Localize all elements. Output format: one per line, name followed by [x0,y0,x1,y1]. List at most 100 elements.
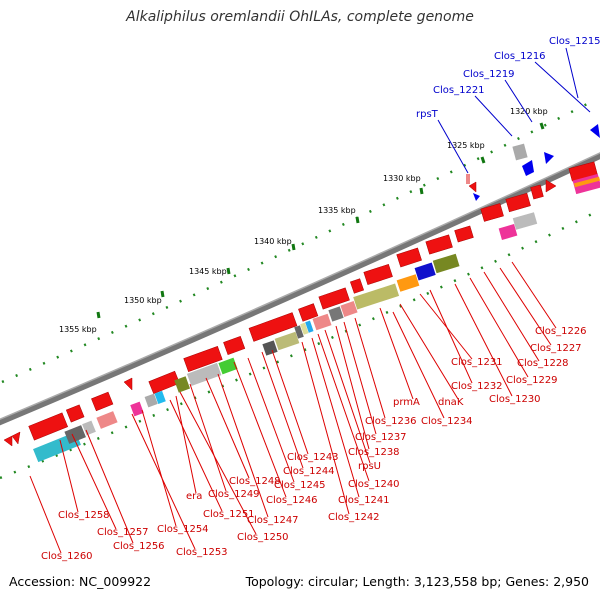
gene-label: Clos_1216 [494,51,546,62]
gene-label: rpsU [358,461,381,472]
inner-dotted-arc [0,208,600,480]
leader-line [189,383,227,492]
leader-line [437,119,469,174]
leader-line [534,61,591,113]
leader-line [511,261,557,329]
red-gene-labels: Clos_1226Clos_1227Clos_1228Clos_1229Clos… [41,326,587,562]
genes-label: Genes: [505,574,550,589]
scale-label: 1320 kbp [510,107,548,116]
leader-line [301,341,350,515]
length-label: Length: [362,574,410,589]
gene-label: Clos_1249 [208,489,260,500]
gene-label: Clos_1219 [463,69,515,80]
leader-line [205,377,250,479]
leader-line [217,373,269,518]
leader-line [311,337,360,498]
gene-label: prmA [393,397,420,408]
genes-value: 2,950 [553,574,589,589]
leader-line [399,303,459,400]
leader-line [271,349,309,455]
leader-line [179,391,257,535]
gene-label: Clos_1230 [489,394,541,405]
leader-line [261,351,304,469]
gene-label: Clos_1257 [97,527,149,538]
leader-line [454,283,513,397]
leader-line [354,317,386,419]
gene-label: Clos_1245 [274,480,326,491]
blue-leader-lines [437,47,591,174]
scale-label: 1340 kbp [254,237,292,246]
genome-stats: Topology: circular; Length: 3,123,558 bp… [246,574,589,589]
leader-line [429,289,473,384]
gene-label: Clos_1215 [549,36,600,47]
gene-label: Clos_1238 [348,447,400,458]
leader-line [335,325,370,450]
leader-line [379,307,414,400]
gene-label: Clos_1241 [338,495,390,506]
scale-label: 1335 kbp [318,206,356,215]
gene-label: Clos_1253 [176,547,228,558]
gene-label: Clos_1226 [535,326,587,337]
gene-label: Clos_1242 [328,512,380,523]
leader-line [324,329,371,464]
gene-label: Clos_1251 [203,509,255,520]
gene-label: Clos_1244 [283,466,335,477]
leader-line [469,277,529,378]
genome-backbone [0,152,600,426]
reverse-strand-genes [473,124,600,201]
leader-line [71,433,117,530]
topology-label: Topology: [245,574,305,589]
length-value: 3,123,558 bp; [413,574,502,589]
gene-label: Clos_1250 [237,532,289,543]
gene-label: Clos_1256 [113,541,165,552]
leader-line [483,271,540,362]
gene-label: Clos_1247 [247,515,299,526]
gene-label: Clos_1221 [433,85,485,96]
gene-label: Clos_1254 [157,524,209,535]
gene-label: Clos_1234 [421,416,473,427]
scale-label: 1355 kbp [59,325,97,334]
leader-line [504,79,533,123]
leader-line [565,47,579,99]
gene-label: Clos_1260 [41,551,93,562]
scale-label: 1345 kbp [189,267,227,276]
leader-line [499,267,552,346]
scale-label: 1330 kbp [383,174,421,183]
accession-info: Accession: NC_009922 [9,574,151,589]
leader-line [392,311,445,419]
gene-label: Clos_1240 [348,479,400,490]
gene-label: Clos_1243 [287,452,339,463]
leader-line [141,409,177,527]
topology-value: circular; [308,574,359,589]
gene-label: era [186,491,202,502]
leader-line [175,395,197,494]
gene-label: Clos_1227 [530,343,582,354]
leader-line [247,357,295,483]
scale-label: 1325 kbp [447,141,485,150]
map-title: Alkaliphilus oremlandii OhILAs, complete… [126,9,474,25]
scale-tick-labels: 1320 kbp 1325 kbp 1330 kbp 1335 kbp 1340 kbp… [59,107,548,334]
leader-line [317,333,370,482]
gene-label: Clos_1258 [58,510,110,521]
red-leader-lines [29,261,557,554]
gene-label: Clos_1237 [355,432,407,443]
leader-line [343,321,377,435]
leader-line [169,399,223,512]
leader-line [474,95,513,137]
gene-label: Clos_1231 [451,357,503,368]
leader-line [233,361,287,498]
gene-label: Clos_1232 [451,381,503,392]
gene-label: dnaK [438,397,464,408]
leader-line [29,475,62,554]
gene-label: Clos_1228 [517,358,569,369]
gene-label: Clos_1229 [506,375,558,386]
inner-feature-blocks [33,143,600,463]
scale-label: 1350 kbp [124,296,162,305]
leader-line [131,413,196,550]
gene-label: Clos_1236 [365,416,417,427]
leader-line [85,429,134,544]
accession-label: Accession: [9,574,76,589]
leader-line [59,439,79,513]
